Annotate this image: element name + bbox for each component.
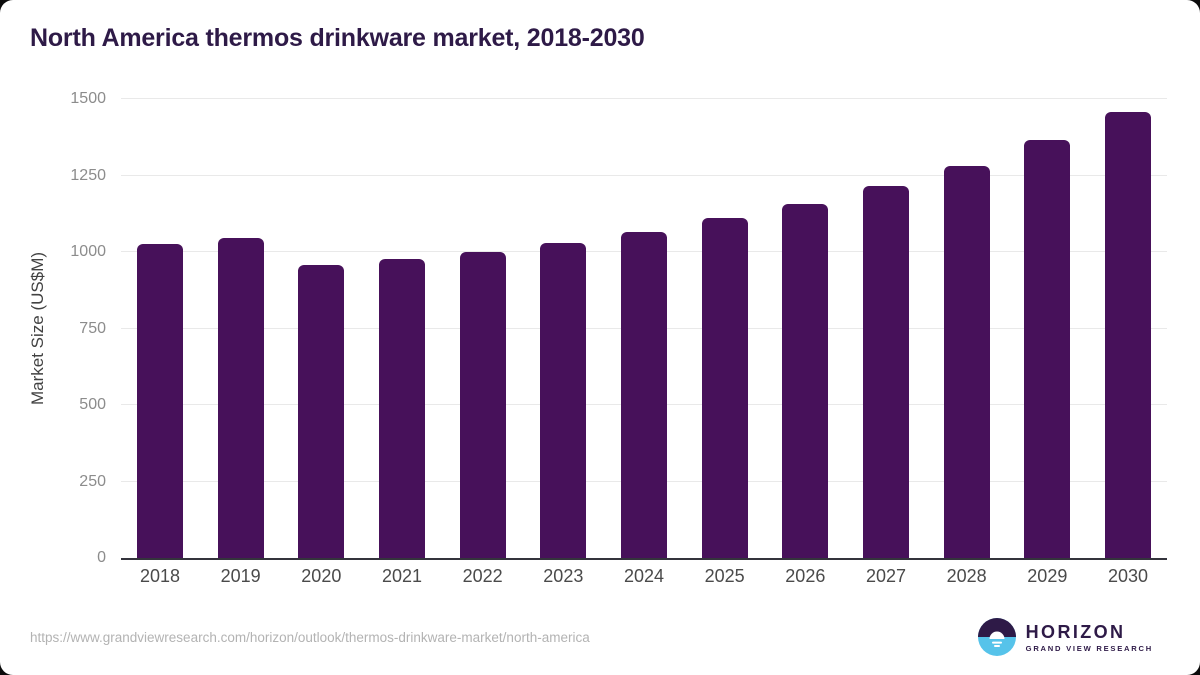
bar-2027[interactable] — [863, 185, 909, 558]
horizon-sunset-icon — [977, 618, 1016, 656]
x-tick-label-2025: 2025 — [704, 566, 745, 586]
gridline-1500 — [121, 98, 1167, 99]
logo-wordmark: HORIZON — [1025, 621, 1126, 642]
y-tick-label-250: 250 — [79, 472, 106, 490]
x-tick-label-2022: 2022 — [462, 566, 503, 586]
logo-subtitle: GRAND VIEW RESEARCH — [1025, 643, 1153, 653]
bar-2026[interactable] — [782, 203, 829, 558]
x-tick-label-2026: 2026 — [785, 566, 826, 586]
bar-2029[interactable] — [1024, 140, 1071, 558]
bar-2030[interactable] — [1105, 111, 1151, 558]
bar-2020[interactable] — [298, 264, 345, 558]
y-tick-label-1250: 1250 — [70, 166, 106, 184]
bar-2022[interactable] — [459, 252, 506, 558]
bar-2025[interactable] — [701, 218, 748, 558]
gridline-1250 — [121, 174, 1167, 176]
horizon-logo: HORIZON GRAND VIEW RESEARCH — [977, 618, 1153, 656]
y-tick-label-1000: 1000 — [70, 243, 106, 260]
y-tick-label-750: 750 — [79, 319, 106, 337]
bar-2024[interactable] — [621, 232, 667, 558]
bar-2018[interactable] — [137, 244, 183, 558]
plot-area — [121, 98, 1167, 560]
bar-2028[interactable] — [943, 165, 990, 558]
chart-title: North America thermos drinkware market, … — [30, 24, 645, 52]
x-tick-label-2024: 2024 — [623, 566, 665, 586]
y-tick-label-1500: 1500 — [70, 90, 106, 107]
x-tick-label-2028: 2028 — [946, 566, 987, 586]
source-url: https://www.grandviewresearch.com/horizo… — [30, 630, 590, 645]
x-tick-label-2029: 2029 — [1027, 566, 1068, 586]
x-tick-label-2020: 2020 — [301, 566, 342, 586]
bar-2019[interactable] — [217, 238, 264, 558]
x-tick-label-2021: 2021 — [381, 566, 423, 586]
bar-2021[interactable] — [379, 258, 425, 558]
y-tick-label-500: 500 — [79, 396, 106, 413]
x-tick-label-2027: 2027 — [865, 566, 907, 586]
x-tick-label-2023: 2023 — [543, 566, 584, 586]
y-tick-label-0: 0 — [97, 549, 106, 566]
x-tick-label-2019: 2019 — [220, 566, 261, 586]
x-tick-label-2018: 2018 — [139, 566, 181, 586]
bar-2023[interactable] — [540, 242, 587, 558]
logo-text: HORIZON GRAND VIEW RESEARCH — [1026, 622, 1153, 653]
x-tick-label-2030: 2030 — [1107, 566, 1149, 586]
